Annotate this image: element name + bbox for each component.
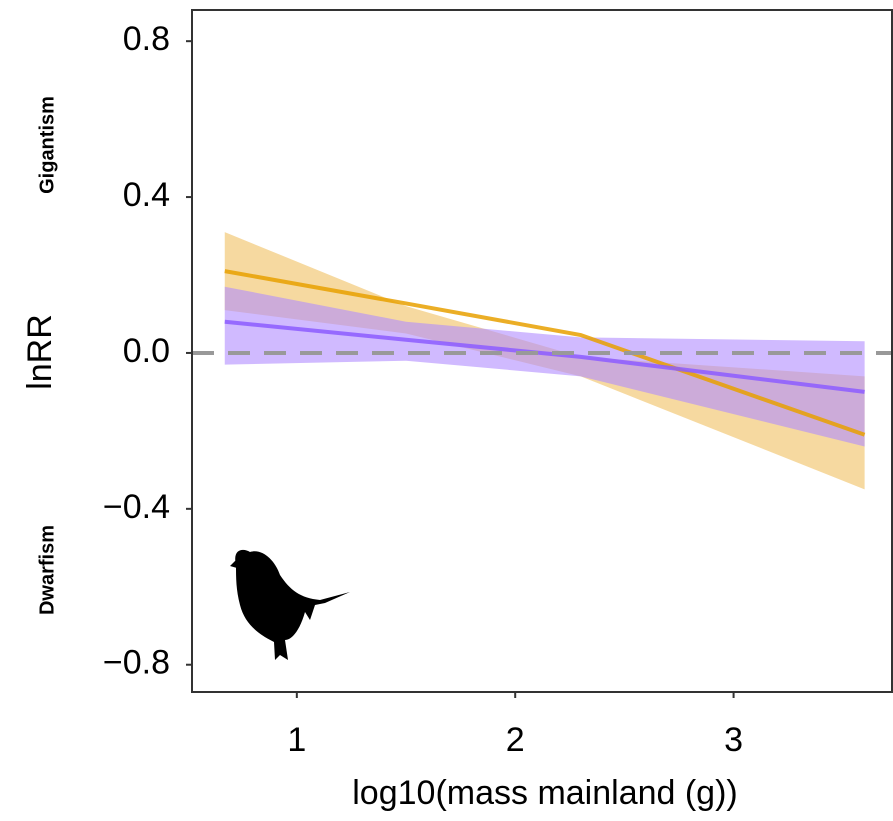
x-tick-label: 2 (506, 721, 525, 759)
y-tick-label: 0.4 (123, 176, 170, 214)
y-tick-label: −0.8 (103, 644, 170, 682)
x-tick-label: 3 (724, 721, 743, 759)
y-tick-label: −0.4 (103, 488, 170, 526)
trend-line (224, 269, 866, 437)
trend-line (224, 319, 865, 394)
confidence-band (224, 286, 865, 447)
annotation: Gigantism (36, 96, 58, 194)
plot-frame (191, 9, 893, 693)
y-tick-label: 0.8 (123, 20, 170, 58)
annotation: Dwarfism (36, 525, 58, 615)
y-tick-label: 0.0 (123, 332, 170, 370)
y-axis-label: lnRR (21, 314, 59, 390)
x-tick-label: 1 (287, 721, 306, 759)
bird-silhouette (230, 549, 350, 660)
x-axis-label: log10(mass mainland (g)) (352, 774, 738, 812)
